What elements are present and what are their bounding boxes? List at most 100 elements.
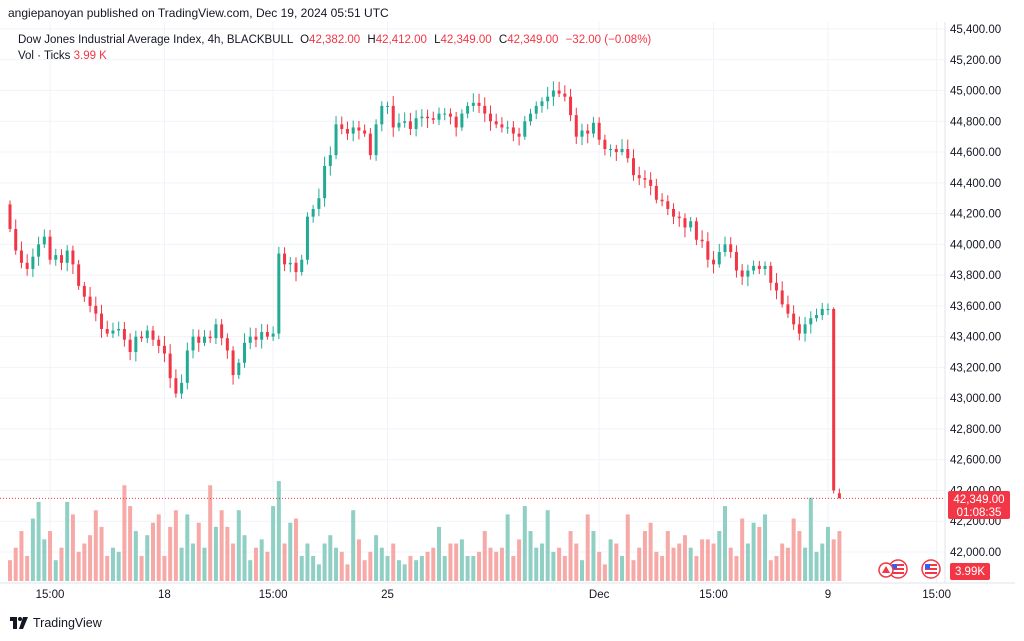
volume-bars [8,481,842,581]
candle-body [477,102,481,106]
volume-bar [631,560,636,581]
candle-body [500,124,504,128]
volume-bar [654,551,659,581]
candle-body [712,259,716,265]
candle-body [323,165,327,199]
candle-body [31,256,35,269]
volume-bar [825,526,830,581]
candle-body [174,378,178,394]
candle-body [345,128,349,134]
candle-body [586,130,590,134]
volume-bar [580,560,584,581]
candle-body [277,253,281,334]
volume-label: Vol · Ticks [18,50,71,62]
volume-bar [465,556,470,581]
tradingview-brand[interactable]: TradingView [10,616,102,630]
volume-bar [288,522,293,581]
time-tick-label: 15:00 [36,589,65,601]
price-tick-label: 43,600.00 [950,301,1001,313]
volume-bar [705,539,710,581]
volume-legend[interactable]: Vol · Ticks 3.99 K [18,50,107,62]
volume-bar [723,506,727,581]
volume-bar [202,547,207,581]
us-flag-event-icon-2[interactable] [921,559,941,579]
volume-bar [734,556,739,581]
candle-body [220,324,224,339]
last-price-badge [948,491,1010,519]
price-tick-label: 44,400.00 [950,178,1001,190]
candle-body [300,259,304,273]
candle-body [706,241,710,260]
candle-body [769,265,773,283]
candle-body [94,305,98,314]
volume-bar [648,522,653,581]
volume-bar [511,556,516,581]
candle-body [403,121,407,123]
change-value: −32.00 (−0.08%) [565,34,652,46]
low-value: 42,349.00 [440,34,492,46]
volume-bar [191,543,196,581]
volume-bar [391,543,396,581]
candle-body [734,252,738,271]
volume-bar [597,551,602,581]
time-tick-label: 9 [825,589,831,601]
us-flag-event-icon[interactable] [888,559,908,579]
price-tick-label: 44,600.00 [950,147,1001,159]
volume-bar [334,547,339,581]
candle-body [546,96,550,102]
candle-body [420,116,424,119]
candle-body [551,90,555,97]
volume-bar [740,518,745,581]
volume-bar [831,539,836,581]
candle-body [757,265,761,269]
candle-body [569,96,573,116]
volume-bar [122,485,127,581]
volume-bar [25,556,30,581]
candle-body [117,328,121,331]
time-tick-label: 15:00 [259,589,288,601]
publish-info: angiepanoyan published on TradingView.co… [8,6,389,20]
candle-body [494,121,498,125]
candle-body [340,124,344,129]
candle-body [511,127,515,134]
candle-body [643,178,647,180]
candle-body [443,113,447,115]
candle-body [620,148,624,153]
chart-grid [0,22,945,583]
candle-body [597,122,601,140]
volume-bar [322,543,327,581]
price-axis[interactable]: 45,400.00 45,200.00 45,000.00 44,800.00 44,6… [950,24,1001,559]
candle-body [523,121,527,137]
candle-body [694,221,698,240]
volume-bar [139,556,144,581]
price-tick-label: 42,800.00 [950,424,1001,436]
volume-bar [660,556,665,581]
candle-body [677,216,681,219]
candle-body [100,313,104,329]
volume-bar [196,522,201,581]
volume-bar [19,531,24,581]
volume-bar [551,551,556,581]
symbol-legend[interactable]: Dow Jones Industrial Average Index, 4h, … [18,34,651,46]
volume-bar [110,547,115,581]
candle-body [168,353,172,379]
volume-bar [236,510,241,581]
candle-body [786,304,790,314]
candle-body [191,336,195,351]
open-label: O [300,34,310,46]
price-tick-label: 43,000.00 [950,393,1001,405]
volume-badge [950,563,990,580]
candle-body [363,130,367,134]
volume-bar [151,522,155,581]
candle-body [506,127,510,129]
economic-event-icon[interactable] [878,562,894,578]
volume-bar [425,551,430,581]
volume-bar [791,518,796,581]
candle-body [746,270,750,277]
candle-body [271,333,275,337]
volume-bar [162,556,167,581]
volume-bar [688,547,693,581]
volume-bar [803,547,808,581]
